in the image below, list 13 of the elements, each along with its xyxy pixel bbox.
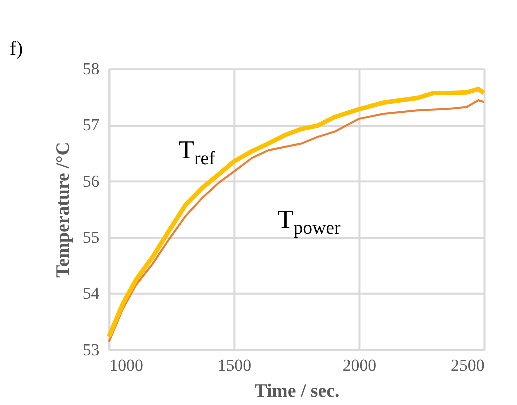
x-tick-label: 1500	[218, 356, 252, 376]
y-tick-label: 55	[82, 228, 100, 248]
x-tick-label: 2000	[342, 356, 377, 376]
y-axis-title: Temperature /°C	[52, 142, 74, 278]
y-tick-label: 53	[82, 340, 100, 360]
text: f)	[10, 38, 24, 60]
y-tick-label: 58	[82, 60, 100, 79]
y-tick-label: 56	[82, 172, 100, 191]
y-tick-label: 54	[82, 284, 100, 304]
x-axis-title: Time / sec.	[254, 381, 340, 402]
y-tick-label: 57	[82, 116, 100, 135]
x-tick-label: 2500	[451, 356, 485, 376]
x-tick-label: 1000	[110, 356, 144, 376]
